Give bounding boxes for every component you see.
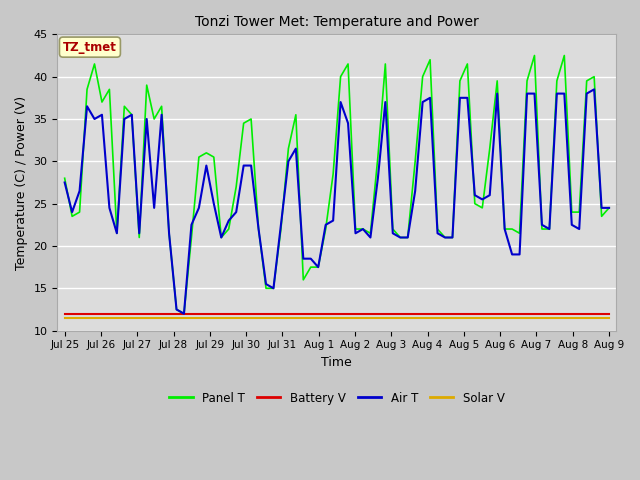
X-axis label: Time: Time bbox=[321, 356, 352, 369]
Y-axis label: Temperature (C) / Power (V): Temperature (C) / Power (V) bbox=[15, 96, 28, 270]
Text: TZ_tmet: TZ_tmet bbox=[63, 41, 117, 54]
Title: Tonzi Tower Met: Temperature and Power: Tonzi Tower Met: Temperature and Power bbox=[195, 15, 479, 29]
Legend: Panel T, Battery V, Air T, Solar V: Panel T, Battery V, Air T, Solar V bbox=[164, 387, 509, 409]
